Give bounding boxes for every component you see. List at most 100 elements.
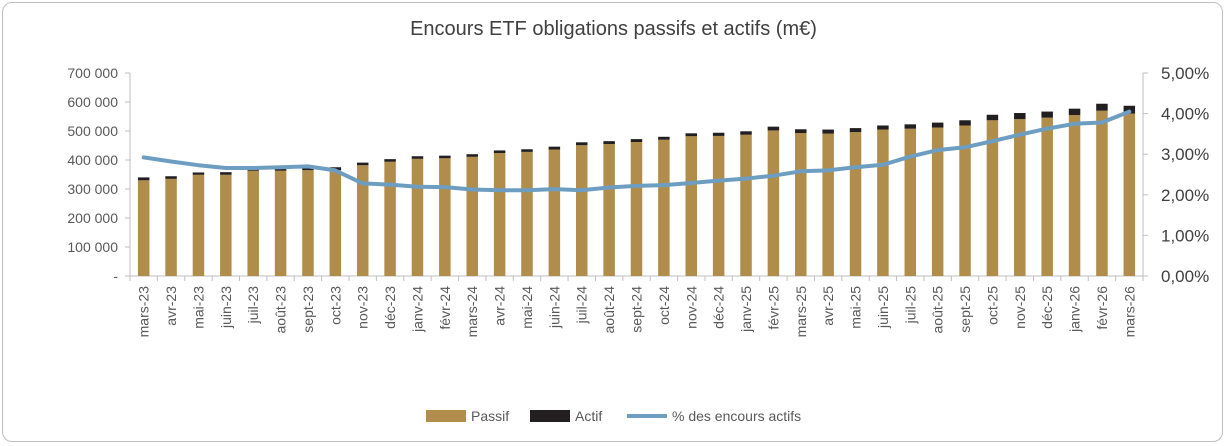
line-point [361,181,365,185]
line-point [908,155,912,159]
line-point [1018,133,1022,137]
x-tick-label: avr-24 [492,286,508,326]
bar-passif [1014,119,1026,276]
y-right-tick-label: 1,00% [1161,226,1209,245]
y-right-tick-label: 2,00% [1161,186,1209,205]
bar-actif [302,167,314,171]
y-right-tick-label: 0,00% [1161,267,1209,286]
bar-passif [603,144,615,276]
bar-actif [165,176,177,179]
bar-actif [877,125,889,130]
line-point [169,160,173,164]
x-tick-label: août-23 [273,286,289,334]
line-point [388,183,392,187]
bar-actif [439,155,451,159]
line-point [1127,110,1131,114]
line-point [990,139,994,143]
chart-title: Encours ETF obligations passifs et actif… [410,18,817,40]
legend-label-passif: Passif [471,408,509,424]
bar-actif [575,142,588,146]
line-point [717,179,721,183]
x-tick-label: janv-24 [409,286,425,333]
bar-passif [1068,115,1081,276]
bar-passif [521,151,533,276]
y-right-tick-label: 3,00% [1161,145,1209,164]
bar-passif [767,130,780,276]
y-left-tick-label: - [113,268,118,284]
line-point [936,148,940,152]
bar-actif [685,133,698,137]
bar-passif [904,128,917,276]
line-point [552,187,556,191]
y-left-tick-label: 500 000 [67,123,118,139]
x-tick-label: oct-23 [327,286,343,325]
x-tick-label: févr-26 [1094,286,1110,330]
bar-actif [986,114,999,121]
line-point [279,165,283,169]
y-left-tick-label: 200 000 [67,210,118,226]
bars [137,103,1136,277]
x-tick-label: mai-23 [190,286,206,329]
bar-passif [658,139,670,276]
y-right-tick-label: 5,00% [1161,64,1209,83]
x-tick-label: sept-25 [957,286,973,333]
line-point [415,185,419,189]
bar-actif [959,120,971,126]
x-tick-label: juin-23 [218,286,234,329]
bar-actif [274,168,287,171]
legend-swatch-passif [426,410,466,422]
bar-passif [274,170,287,276]
bar-actif [712,132,725,136]
bar-actif [493,150,506,154]
x-axis-labels: mars-23 avr-23 mai-23 juin-23 juil-23 août-23… [136,286,1138,338]
bar-actif [1014,113,1026,120]
bar-actif [904,124,917,129]
legend-swatch-actif [530,410,570,422]
bar-passif [849,132,862,276]
bar-actif [192,172,205,175]
x-tick-label: août-25 [930,286,946,334]
bar-passif [302,170,314,276]
axes: - 100 000 200 000 300 000 400 000 500 000 600 … [67,64,1209,286]
bar-passif [931,127,944,277]
x-tick-label: nov-25 [1012,286,1028,329]
line-point [1100,121,1104,125]
bar-actif [137,177,150,181]
bar-actif [630,139,643,143]
y-right-tick-label: 4,00% [1161,105,1209,124]
bar-passif [137,180,150,276]
y-left-tick-label: 400 000 [67,152,118,168]
x-tick-label: oct-25 [984,286,1000,325]
x-tick-label: févr-25 [765,286,781,330]
bar-passif [247,170,259,276]
bar-actif [384,159,396,162]
x-tick-label: juin-24 [546,286,562,329]
bar-actif [548,146,561,150]
bar-passif [384,161,396,276]
line-point [881,163,885,167]
x-tick-label: déc-24 [711,286,727,329]
x-tick-label: avr-23 [163,286,179,326]
x-tick-label: juil-24 [574,286,590,325]
line-series [141,109,1132,193]
line-point [854,165,858,169]
bar-actif [1041,111,1053,118]
x-tick-label: déc-23 [382,286,398,329]
x-tick-label: août-24 [601,286,617,334]
x-tick-label: mars-24 [464,286,480,338]
bar-passif [1123,113,1136,276]
line-point [826,168,830,172]
line-point [196,163,200,167]
x-tick-label: janv-26 [1067,286,1083,333]
legend: Passif Actif % des encours actifs [426,408,801,424]
bar-passif [712,135,725,276]
bar-passif [1096,110,1108,276]
x-tick-label: déc-25 [1039,286,1055,329]
x-tick-label: juil-25 [902,286,918,325]
bar-actif [849,128,862,133]
bar-actif [356,162,369,166]
x-tick-label: oct-24 [656,286,672,325]
x-tick-label: nov-23 [355,286,371,329]
bar-passif [439,158,451,276]
